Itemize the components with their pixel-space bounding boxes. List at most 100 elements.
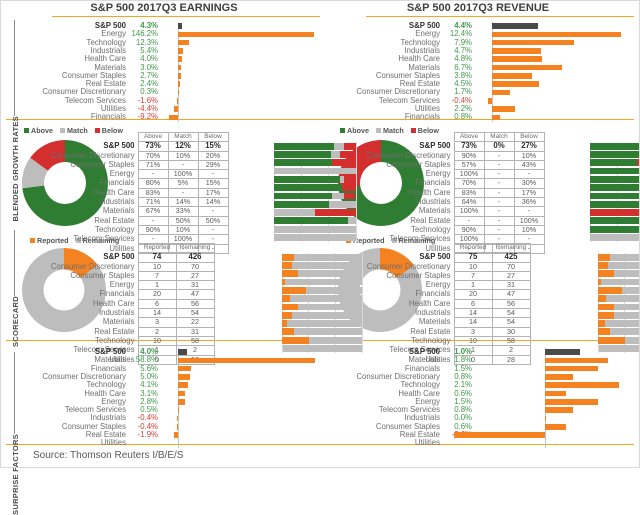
stacked-bar-row bbox=[282, 336, 362, 344]
stack-segment-reported bbox=[598, 337, 625, 344]
stack-segment bbox=[332, 193, 343, 200]
chart-bar bbox=[178, 391, 185, 397]
chart-bar bbox=[492, 90, 510, 96]
table-row-name: Consumer Discretionary bbox=[356, 151, 454, 160]
table-cell-reported: 74 bbox=[138, 253, 176, 262]
chart-bar bbox=[492, 56, 542, 62]
stack-segment bbox=[590, 217, 640, 224]
stack-segment-reported bbox=[282, 337, 309, 344]
table-cell-below: 15% bbox=[198, 179, 228, 188]
stack-segment bbox=[590, 159, 637, 166]
chart-bar bbox=[488, 98, 492, 104]
stack-segment bbox=[274, 217, 348, 224]
stack-segment-reported bbox=[282, 295, 290, 302]
stack-segment-reported bbox=[282, 254, 294, 261]
table-cell-match: 10% bbox=[168, 151, 198, 160]
table-cell-match: - bbox=[484, 179, 514, 188]
stacked-bar-row bbox=[590, 175, 640, 183]
stack-segment-reported bbox=[598, 320, 605, 327]
stack-segment-remaining bbox=[606, 295, 640, 302]
stacked-bar-row bbox=[282, 311, 362, 319]
stack-segment-remaining bbox=[290, 295, 362, 302]
table-cell-above: 70% bbox=[454, 179, 484, 188]
stack-segment-reported bbox=[282, 328, 294, 335]
table-cell-match: 0% bbox=[484, 142, 514, 151]
table-row-name: Consumer Discretionary bbox=[40, 262, 138, 271]
table-cell-reported: 10 bbox=[454, 262, 492, 271]
chart-bar bbox=[545, 424, 566, 430]
chart-bar bbox=[178, 81, 180, 87]
stack-segment bbox=[329, 201, 356, 208]
chart-row: Real Estate-2.6% bbox=[322, 431, 634, 439]
chart-bar bbox=[178, 382, 188, 388]
stack-segment bbox=[274, 234, 356, 241]
chart-row-label: Financials bbox=[91, 112, 126, 121]
table-cell-remaining: 425 bbox=[492, 253, 530, 262]
table-row-name: S&P 500 bbox=[40, 142, 138, 151]
stack-segment bbox=[274, 159, 332, 166]
chart-bar bbox=[178, 366, 191, 372]
stack-segment-remaining bbox=[306, 287, 362, 294]
table-cell-match: 5% bbox=[168, 179, 198, 188]
chart-bar bbox=[178, 23, 182, 29]
stacked-bar-row bbox=[274, 208, 356, 216]
stack-segment bbox=[590, 168, 640, 175]
table-row-name: S&P 500 bbox=[356, 142, 454, 151]
chart-bar bbox=[545, 382, 619, 388]
chart-row: Utilities bbox=[8, 439, 320, 447]
stack-segment bbox=[590, 143, 640, 150]
stack-segment bbox=[274, 201, 329, 208]
stack-segment-remaining bbox=[614, 304, 640, 311]
table-cell-reported: 20 bbox=[454, 290, 492, 299]
chart-bar bbox=[174, 106, 178, 112]
stack-segment bbox=[315, 209, 356, 216]
stack-segment bbox=[340, 151, 356, 158]
stack-segment-remaining bbox=[309, 337, 362, 344]
stacked-bar-row bbox=[274, 217, 356, 225]
stacked-bar-panel bbox=[590, 142, 640, 242]
stacked-bar-row bbox=[598, 319, 640, 327]
stacked-bar-row bbox=[274, 184, 356, 192]
chart-bar bbox=[492, 73, 532, 79]
chart-bar bbox=[178, 90, 179, 96]
stack-segment bbox=[274, 151, 331, 158]
stacked-bar-row bbox=[598, 303, 640, 311]
table-row-name: Financials bbox=[356, 179, 454, 188]
chart-bar bbox=[178, 40, 189, 46]
stacked-bar-row bbox=[282, 295, 362, 303]
stacked-bar-row bbox=[590, 233, 640, 241]
stack-segment bbox=[334, 143, 344, 150]
stacked-bar-panel bbox=[274, 142, 356, 242]
chart-bar bbox=[492, 106, 515, 112]
stacked-bar-row bbox=[590, 159, 640, 167]
table-cell-below: 20% bbox=[198, 151, 228, 160]
stack-segment bbox=[274, 184, 342, 191]
chart-row-value: 0.8% bbox=[442, 112, 472, 121]
stacked-bar-row bbox=[590, 150, 640, 158]
chart-bar bbox=[178, 32, 314, 38]
table-cell-below: 27% bbox=[514, 142, 544, 151]
chart-bar bbox=[545, 366, 598, 372]
stack-segment bbox=[274, 193, 332, 200]
section-label-scorecard-text: SCORECARD bbox=[11, 296, 20, 347]
chart-bar bbox=[178, 399, 185, 405]
chart-row: Real Estate-1.9% bbox=[8, 431, 320, 439]
stack-segment-reported bbox=[598, 262, 608, 269]
chart-bar bbox=[178, 374, 190, 380]
stacked-bar-row bbox=[590, 208, 640, 216]
stacked-bar-row bbox=[274, 175, 356, 183]
